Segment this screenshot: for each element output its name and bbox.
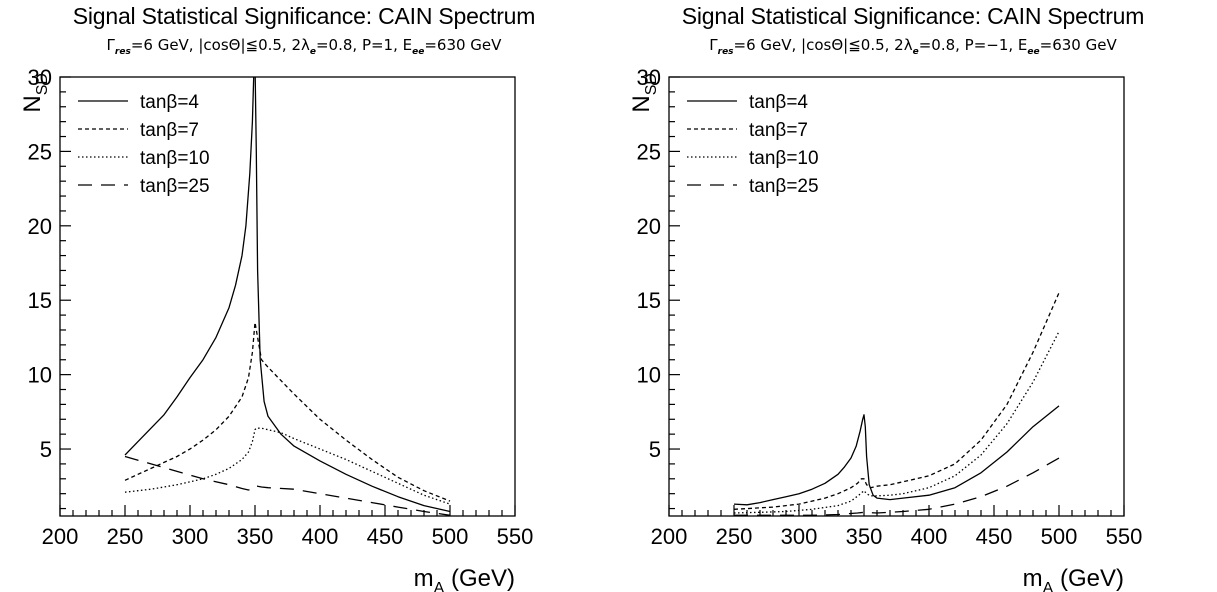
chart-title: Signal Statistical Significance: CAIN Sp… [681, 3, 1145, 29]
chart-subtitle: Γres=6 GeV, |cosΘ|≦0.5, 2λe=0.8, P=1, Ee… [0, 36, 608, 57]
legend-label-3: tanβ=10 [749, 148, 819, 169]
subtitle-part3: =630 GeV [424, 36, 502, 54]
x-tick-label: 500 [432, 524, 469, 549]
x-tick-label: 300 [781, 524, 818, 549]
x-tick-label: 550 [497, 524, 534, 549]
y-axis-label: NSD [19, 73, 51, 113]
x-tick-label: 400 [911, 524, 948, 549]
x-axis-label-main: m [1023, 565, 1043, 592]
subtitle-part1: =6 GeV, |cosΘ|≦0.5, 2λ [733, 36, 913, 54]
legend-label-4: tanβ=25 [140, 176, 210, 197]
x-tick-label: 550 [1106, 524, 1143, 549]
y-tick-label: 15 [637, 288, 661, 313]
legend-label-1: tanβ=4 [749, 92, 808, 113]
subtitle-part2: =0.8, P=1, E [315, 36, 413, 54]
y-tick-label: 30 [637, 65, 661, 90]
x-axis-label-sub: A [434, 580, 445, 592]
series-line-4 [124, 455, 451, 516]
chart-subtitle: Γres=6 GeV, |cosΘ|≦0.5, 2λe=0.8, P=−1, E… [609, 36, 1217, 57]
x-tick-label: 250 [716, 524, 753, 549]
legend-label-1: tanβ=4 [140, 92, 199, 113]
subtitle-gamma: Γ [709, 36, 718, 54]
x-tick-label: 400 [302, 524, 339, 549]
series-line-1 [124, 77, 451, 513]
x-tick-label: 350 [846, 524, 883, 549]
subtitle-gamma-sub: res [114, 47, 131, 57]
y-axis-label: NSD [628, 73, 660, 113]
x-tick-label: 300 [172, 524, 209, 549]
subtitle-e-sub: ee [412, 47, 425, 57]
series-line-3 [733, 331, 1060, 514]
y-tick-label: 20 [28, 214, 52, 239]
y-tick-label: 5 [649, 437, 661, 462]
x-axis-label: mA (GeV) [414, 565, 515, 592]
x-tick-label: 450 [976, 524, 1013, 549]
series-line-2 [124, 321, 451, 502]
y-tick-label: 10 [637, 363, 661, 388]
subtitle-part2: =0.8, P=−1, E [918, 36, 1028, 54]
series-line-2 [733, 292, 1060, 510]
plot-frame [668, 76, 1125, 517]
y-axis-label-main: N [19, 95, 46, 112]
subtitle-gamma-sub: res [717, 47, 734, 57]
subtitle-lambda-sub: e [912, 47, 919, 57]
legend-label-3: tanβ=10 [140, 148, 210, 169]
y-tick-label: 15 [28, 288, 52, 313]
x-tick-label: 200 [651, 524, 688, 549]
x-axis-label: mA (GeV) [1023, 565, 1124, 592]
plot-frame [59, 76, 516, 517]
x-tick-label: 500 [1041, 524, 1078, 549]
legend-label-4: tanβ=25 [749, 176, 819, 197]
y-tick-label: 5 [40, 437, 52, 462]
x-axis-label-unit: (GeV) [1053, 565, 1124, 592]
y-tick-label: 10 [28, 363, 52, 388]
subtitle-e-sub: ee [1027, 47, 1040, 57]
series-line-1 [733, 405, 1060, 506]
y-tick-label: 25 [28, 139, 52, 164]
legend-label-2: tanβ=7 [749, 120, 808, 141]
y-tick-label: 30 [28, 65, 52, 90]
chart-panel-left: Signal Statistical Significance: CAIN Sp… [0, 0, 608, 592]
x-axis-label-unit: (GeV) [444, 565, 515, 592]
x-axis-label-sub: A [1043, 580, 1054, 592]
chart-title: Signal Statistical Significance: CAIN Sp… [72, 3, 536, 29]
subtitle-gamma: Γ [106, 36, 115, 54]
series-line-4 [734, 457, 1060, 516]
y-axis-label-sub: SD [34, 73, 51, 95]
x-tick-label: 450 [367, 524, 404, 549]
y-axis-label-main: N [628, 95, 655, 112]
chart-plot-left: 200 250 300 350 400 450 500 550 5 10 15 20 25 30 mA (G… [19, 65, 534, 592]
x-tick-label: 200 [42, 524, 79, 549]
subtitle-part1: =6 GeV, |cosΘ|≦0.5, 2λ [130, 36, 310, 54]
legend-label-2: tanβ=7 [140, 120, 199, 141]
chart-panel-right: Signal Statistical Significance: CAIN Sp… [609, 0, 1217, 592]
x-tick-label: 250 [107, 524, 144, 549]
y-tick-label: 20 [637, 214, 661, 239]
chart-plot-right: 200 250 300 350 400 450 500 550 5 10 15 20 25 30 mA (G… [628, 65, 1143, 592]
y-tick-label: 25 [637, 139, 661, 164]
x-tick-label: 350 [237, 524, 274, 549]
x-axis-label-main: m [414, 565, 434, 592]
y-axis-label-sub: SD [643, 73, 660, 95]
subtitle-lambda-sub: e [309, 47, 316, 57]
subtitle-part3: =630 GeV [1039, 36, 1117, 54]
